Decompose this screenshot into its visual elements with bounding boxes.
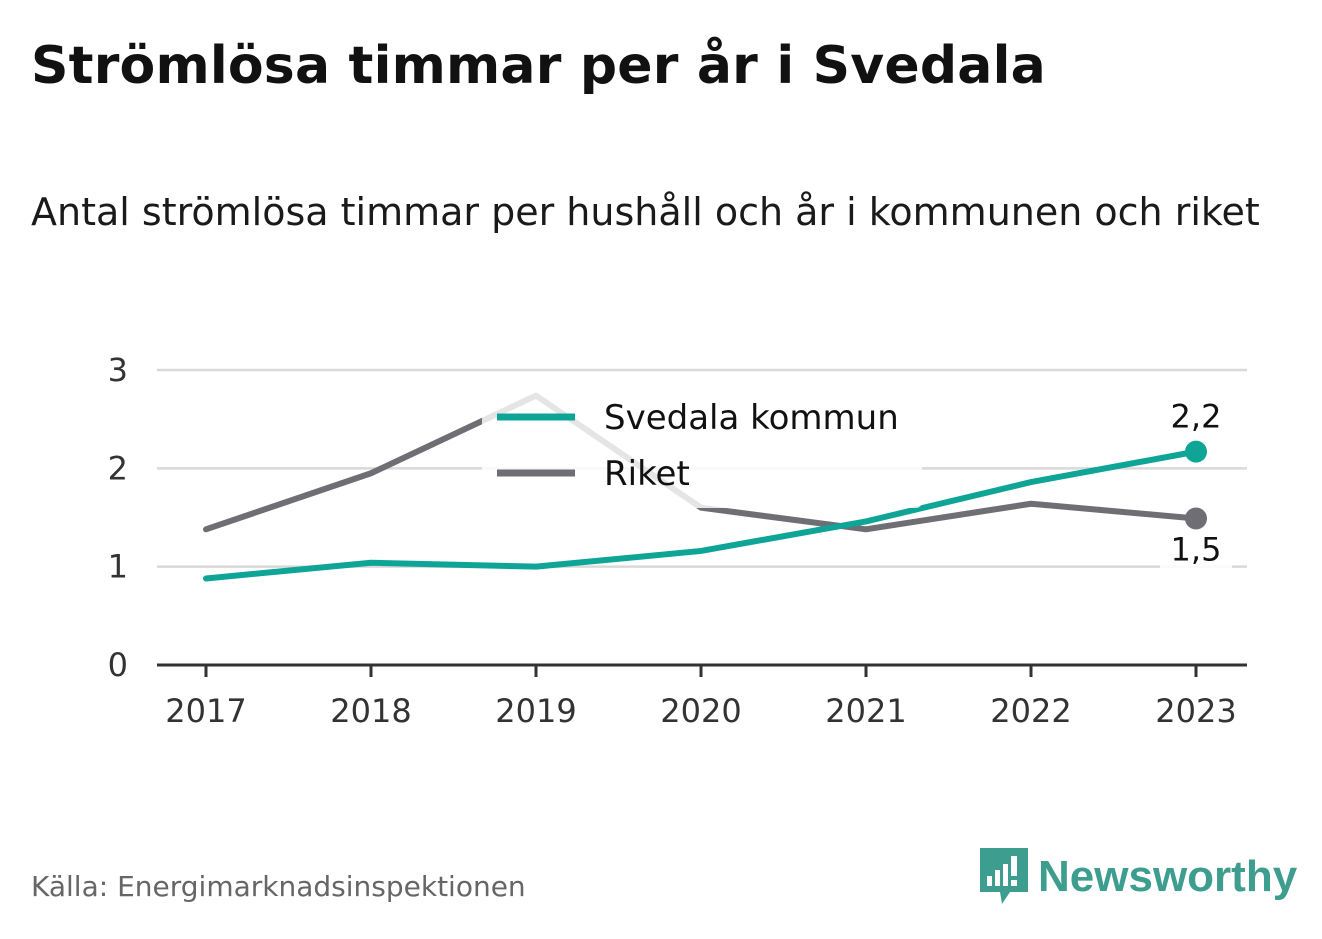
y-tick-label: 1 [108,548,128,586]
y-tick-label: 3 [108,351,128,389]
x-tick-label: 2019 [495,692,576,730]
x-tick-label: 2020 [660,692,741,730]
end-value-label: 2,2 [1171,398,1222,436]
y-tick-label: 2 [108,449,128,487]
end-point [1185,440,1207,463]
newsworthy-logo: Newsworthy [980,848,1297,906]
y-axis-ticks: 0 1 2 3 [108,351,128,684]
source-note: Källa: Energimarknadsinspektionen [31,870,526,903]
series-line [203,448,1199,582]
legend-label: Svedala kommun [604,398,899,438]
x-tick-label: 2018 [330,692,411,730]
legend: Svedala kommun Riket [482,388,922,508]
line-chart: 0 1 2 3 2017 2018 2019 2020 2021 2022 2023 Svedal… [108,351,1247,730]
label-background [1160,532,1232,569]
brand-name: Newsworthy [1038,852,1298,901]
newsworthy-logo-icon [980,848,1028,904]
x-tick-label: 2022 [990,692,1071,730]
x-tick-label: 2023 [1155,692,1236,730]
end-point [1185,507,1207,530]
legend-background [482,388,922,508]
x-axis: 2017 2018 2019 2020 2021 2022 2023 [157,663,1247,730]
legend-label: Riket [604,454,690,494]
x-tick-label: 2017 [165,692,246,730]
end-labels: 2,2 1,5 [1160,398,1232,569]
x-tick-label: 2021 [825,692,906,730]
chart-subtitle: Antal strömlösa timmar per hushåll och å… [31,190,1260,234]
chart-title: Strömlösa timmar per år i Svedala [31,36,1046,96]
end-value-label: 1,5 [1171,530,1222,568]
y-tick-label: 0 [108,646,128,684]
